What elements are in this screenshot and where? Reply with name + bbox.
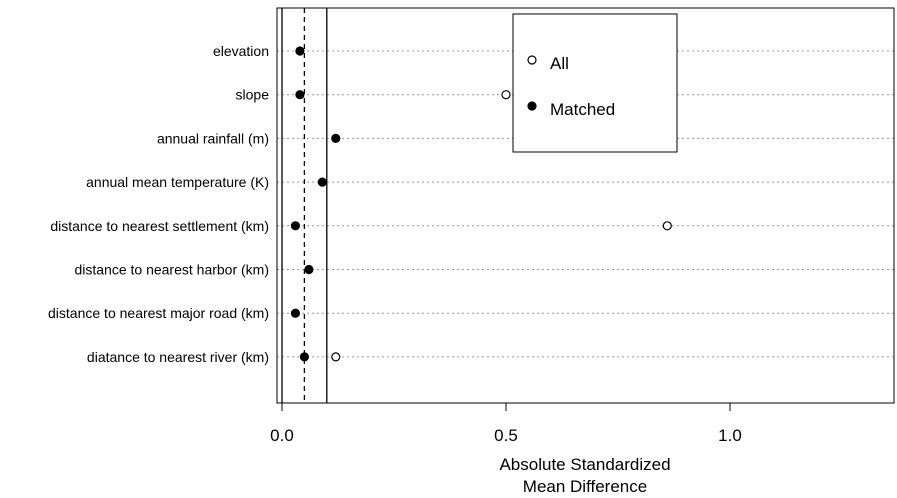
category-label: annual rainfall (m) [157, 130, 269, 146]
point-all [331, 352, 341, 362]
category-label: distance to nearest settlement (km) [50, 218, 269, 234]
point-all [662, 221, 672, 231]
legend-label-all: All [550, 54, 569, 73]
data-points [290, 46, 672, 362]
x-axis-label-line-2: Mean Difference [523, 477, 647, 496]
category-label: distance to nearest major road (km) [48, 305, 269, 321]
point-matched [290, 308, 301, 318]
point-matched [317, 177, 327, 187]
category-label: annual mean temperature (K) [86, 174, 269, 190]
category-label: distance to nearest harbor (km) [74, 262, 269, 278]
x-axis: 0.00.51.01.52.02.5 [270, 403, 742, 445]
x-tick-label: 0.5 [494, 426, 518, 445]
legend-marker-all [527, 55, 537, 65]
category-label: elevation [213, 43, 269, 59]
legend: All Matched [512, 13, 678, 153]
point-matched [299, 352, 309, 362]
plot-frame [276, 7, 895, 404]
point-matched [290, 221, 301, 231]
legend-marker-matched [527, 101, 537, 111]
point-all [501, 90, 511, 100]
category-label: diatance to nearest river (km) [87, 349, 269, 365]
point-matched [295, 46, 305, 56]
reference-lines [281, 8, 328, 403]
point-matched [295, 90, 305, 100]
x-axis-label-line-1: Absolute Standardized [499, 455, 670, 474]
point-matched [304, 264, 314, 275]
category-labels: elevation slope annual rainfall (m) annual … [48, 43, 269, 365]
x-tick-label: 0.0 [270, 426, 294, 445]
legend-box [512, 13, 678, 153]
legend-label-matched: Matched [550, 100, 615, 119]
point-matched [331, 133, 341, 143]
x-tick-label: 1.0 [718, 426, 742, 445]
category-label: slope [236, 87, 270, 103]
